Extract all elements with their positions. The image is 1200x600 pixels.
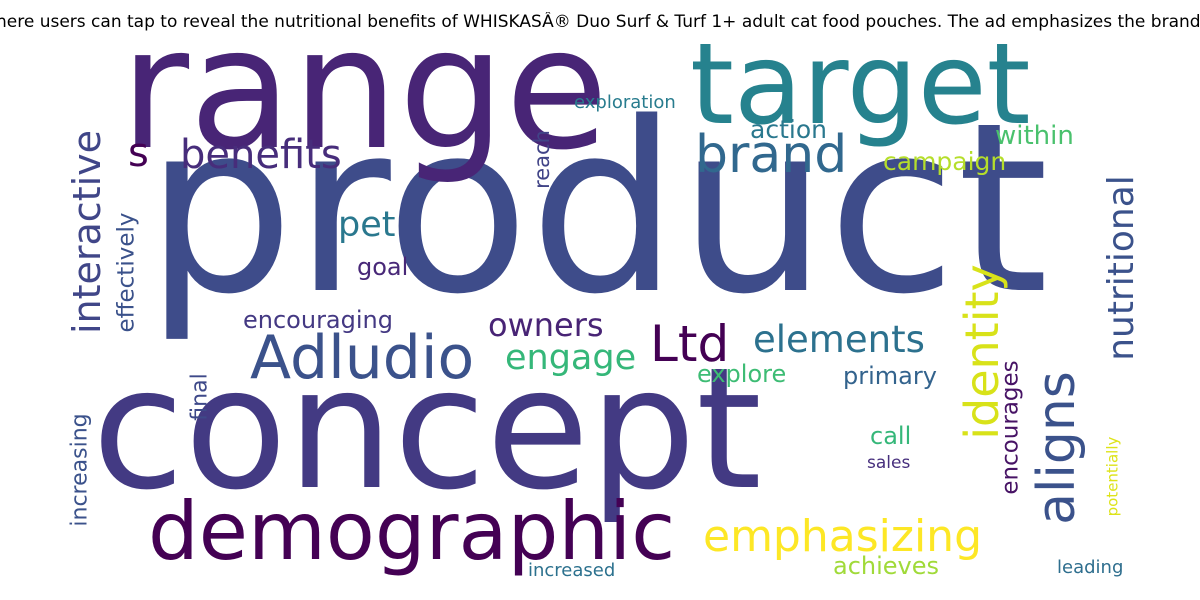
word-s: s: [128, 130, 149, 177]
word-explore: explore: [697, 360, 787, 389]
word-emphasizing: emphasizing: [703, 510, 982, 562]
word-sales: sales: [867, 452, 911, 473]
word-action: action: [750, 115, 827, 144]
word-final: final: [187, 373, 213, 421]
word-interactive: interactive: [65, 129, 110, 335]
word-primary: primary: [843, 362, 937, 391]
word-pet: pet: [338, 204, 396, 245]
word-owners: owners: [488, 306, 604, 345]
word-elements: elements: [753, 317, 925, 361]
word-benefits: benefits: [180, 132, 342, 179]
word-ltd: Ltd: [650, 315, 730, 373]
word-campaign: campaign: [883, 147, 1007, 176]
word-adludio: Adludio: [250, 322, 475, 393]
word-achieves: achieves: [833, 552, 940, 581]
word-encouraging: encouraging: [243, 306, 393, 335]
word-range: range: [120, 0, 609, 187]
word-nutritional: nutritional: [1100, 175, 1142, 361]
word-within: within: [995, 120, 1074, 151]
word-reach: reach: [529, 129, 554, 189]
word-leading: leading: [1057, 556, 1124, 578]
word-aligns: aligns: [1026, 371, 1087, 525]
word-call: call: [870, 422, 912, 451]
word-engage: engage: [505, 337, 637, 378]
word-brand: brand: [695, 124, 848, 185]
word-goal: goal: [357, 253, 409, 282]
word-target: target: [690, 19, 1031, 150]
word-increased: increased: [528, 559, 616, 581]
word-potentially: potentially: [1103, 436, 1122, 516]
word-exploration: exploration: [574, 91, 676, 113]
header-title: here users can tap to reveal the nutriti…: [0, 12, 1200, 32]
word-product: product: [145, 72, 1049, 346]
word-effectively: effectively: [113, 212, 140, 332]
word-concept: concept: [92, 330, 762, 527]
word-encourages: encourages: [997, 359, 1024, 495]
word-increasing: increasing: [67, 413, 93, 527]
word-demographic: demographic: [148, 485, 676, 579]
